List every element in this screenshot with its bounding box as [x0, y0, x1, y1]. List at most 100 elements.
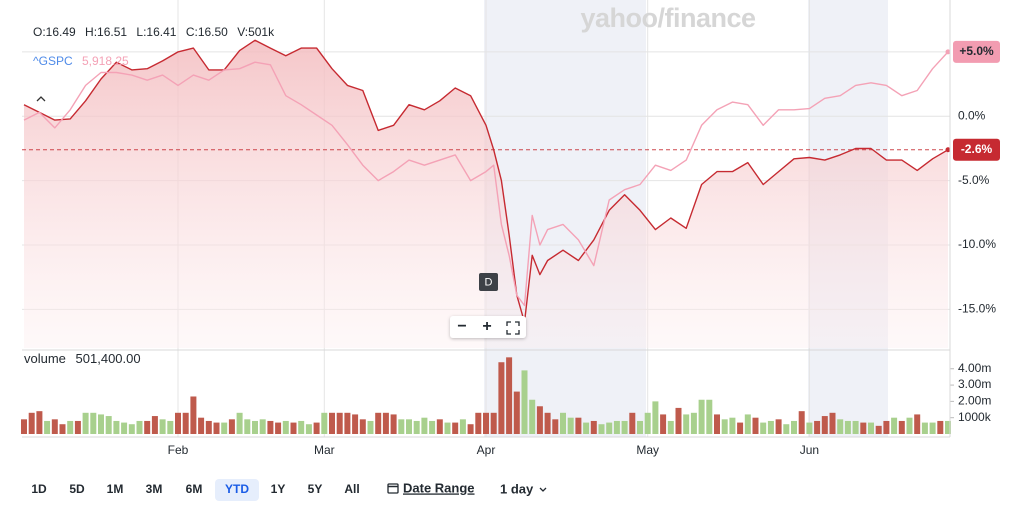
volume-bar — [937, 420, 944, 434]
volume-bar — [352, 414, 359, 434]
range-button[interactable]: All — [344, 482, 359, 496]
volume-bar — [113, 420, 120, 434]
volume-bar — [598, 424, 605, 434]
range-button[interactable]: 1Y — [271, 482, 286, 496]
y2-tick-label: 1000k — [958, 410, 992, 424]
last-value-badge — [953, 138, 1000, 161]
plot: -2.6% +5.0% — [21, 39, 1000, 434]
date-range-button[interactable]: Date Range — [403, 480, 475, 495]
volume-bar — [690, 412, 697, 434]
volume-bar — [783, 424, 790, 434]
calendar-icon[interactable] — [387, 483, 399, 494]
volume-bar — [844, 420, 851, 434]
volume-bar — [567, 417, 574, 434]
compare-legend[interactable]: ^GSPC 5,918.25 — [33, 54, 129, 68]
volume-bar — [606, 422, 613, 434]
volume-value: 501,400.00 — [76, 351, 141, 366]
ohlc-value: C:16.50 — [186, 25, 228, 39]
volume-bar — [775, 419, 782, 434]
volume-bar — [390, 414, 397, 434]
range-button[interactable]: 3M — [146, 482, 163, 496]
interval[interactable]: 1 day — [500, 481, 547, 496]
range-button[interactable]: 6M — [186, 482, 203, 496]
volume-bar — [613, 420, 620, 434]
volume-bar — [498, 362, 505, 434]
x-tick-label: Jun — [800, 443, 819, 457]
volume-bar — [121, 422, 128, 434]
volume-bar — [429, 420, 436, 434]
y2-tick-label: 4.00m — [958, 361, 991, 375]
volume-bar — [82, 412, 89, 434]
volume-bar — [721, 419, 728, 434]
range-button[interactable]: YTD — [225, 482, 249, 496]
volume-bar — [28, 412, 35, 434]
volume-bar — [629, 412, 636, 434]
volume-bar — [236, 412, 243, 434]
range-button[interactable]: 5Y — [308, 482, 323, 496]
volume-bar — [51, 419, 58, 434]
area — [24, 40, 948, 349]
volume-bar — [36, 411, 43, 434]
volume-bar — [190, 396, 197, 434]
volume-bar — [490, 412, 497, 434]
y-tick-label: -5.0% — [958, 173, 990, 187]
fullscreen-icon[interactable] — [506, 321, 520, 335]
last-value-label: -2.6% — [961, 142, 993, 156]
volume-bar — [44, 420, 51, 434]
volume-bar — [128, 424, 135, 434]
interval-button[interactable]: 1 day — [500, 481, 534, 496]
volume-bar — [906, 417, 913, 434]
volume-bar — [167, 420, 174, 434]
volume-bar — [198, 417, 205, 434]
volume-bar — [90, 412, 97, 434]
date-range[interactable]: Date Range — [387, 480, 475, 495]
zoom-in[interactable]: + — [482, 318, 491, 335]
line — [23, 39, 949, 323]
badge-text[interactable]: D — [485, 276, 493, 288]
range-button[interactable]: 1D — [31, 482, 47, 496]
legend-name[interactable]: ^GSPC — [33, 54, 73, 68]
volume-bar — [714, 414, 720, 434]
volume-bar — [452, 422, 459, 434]
volume-bar — [336, 412, 343, 434]
volume-bar — [213, 422, 220, 434]
volume-bar — [298, 420, 305, 434]
volume-bar — [660, 414, 667, 434]
volume-bar — [244, 419, 251, 434]
volume-bar — [829, 412, 836, 434]
volume-bar — [182, 412, 189, 434]
range-button[interactable]: 1M — [107, 482, 124, 496]
x-tick-label: Apr — [477, 443, 496, 457]
volume-bar — [744, 414, 751, 434]
volume-bar — [791, 420, 797, 434]
volume-bar — [367, 420, 374, 434]
volume-bar — [406, 419, 412, 434]
volume-title: volume — [24, 351, 66, 366]
volume-bar — [344, 412, 351, 434]
volume-bar — [875, 425, 882, 434]
volume-bar — [891, 417, 898, 434]
volume-bar — [513, 391, 520, 434]
volume-bar — [698, 399, 705, 434]
volume-bar — [814, 420, 821, 434]
volume-bar — [21, 419, 27, 434]
ohlc-value: O:16.49 — [33, 25, 76, 39]
collapse-icon[interactable] — [36, 96, 46, 102]
volume-bar — [760, 422, 767, 434]
volume-bar — [398, 419, 405, 434]
volume-bar — [683, 414, 690, 434]
ohlc: O:16.49 H:16.51 L:16.41 C:16.50 V:501k — [33, 25, 275, 39]
range-button-bg[interactable] — [215, 479, 259, 501]
volume-bar — [421, 417, 428, 434]
volume-bar — [544, 412, 551, 434]
volume-bar — [444, 422, 451, 434]
volume-bar — [644, 412, 651, 434]
volume-bar — [806, 422, 813, 434]
dropdown-icon[interactable] — [539, 487, 547, 492]
range-button[interactable]: 5D — [69, 482, 85, 496]
volume-bar — [914, 414, 921, 434]
volume-bar — [883, 420, 890, 434]
x-tick-label: Feb — [168, 443, 189, 457]
zoom-out[interactable]: − — [457, 318, 466, 335]
event-badge[interactable]: D — [479, 273, 498, 291]
